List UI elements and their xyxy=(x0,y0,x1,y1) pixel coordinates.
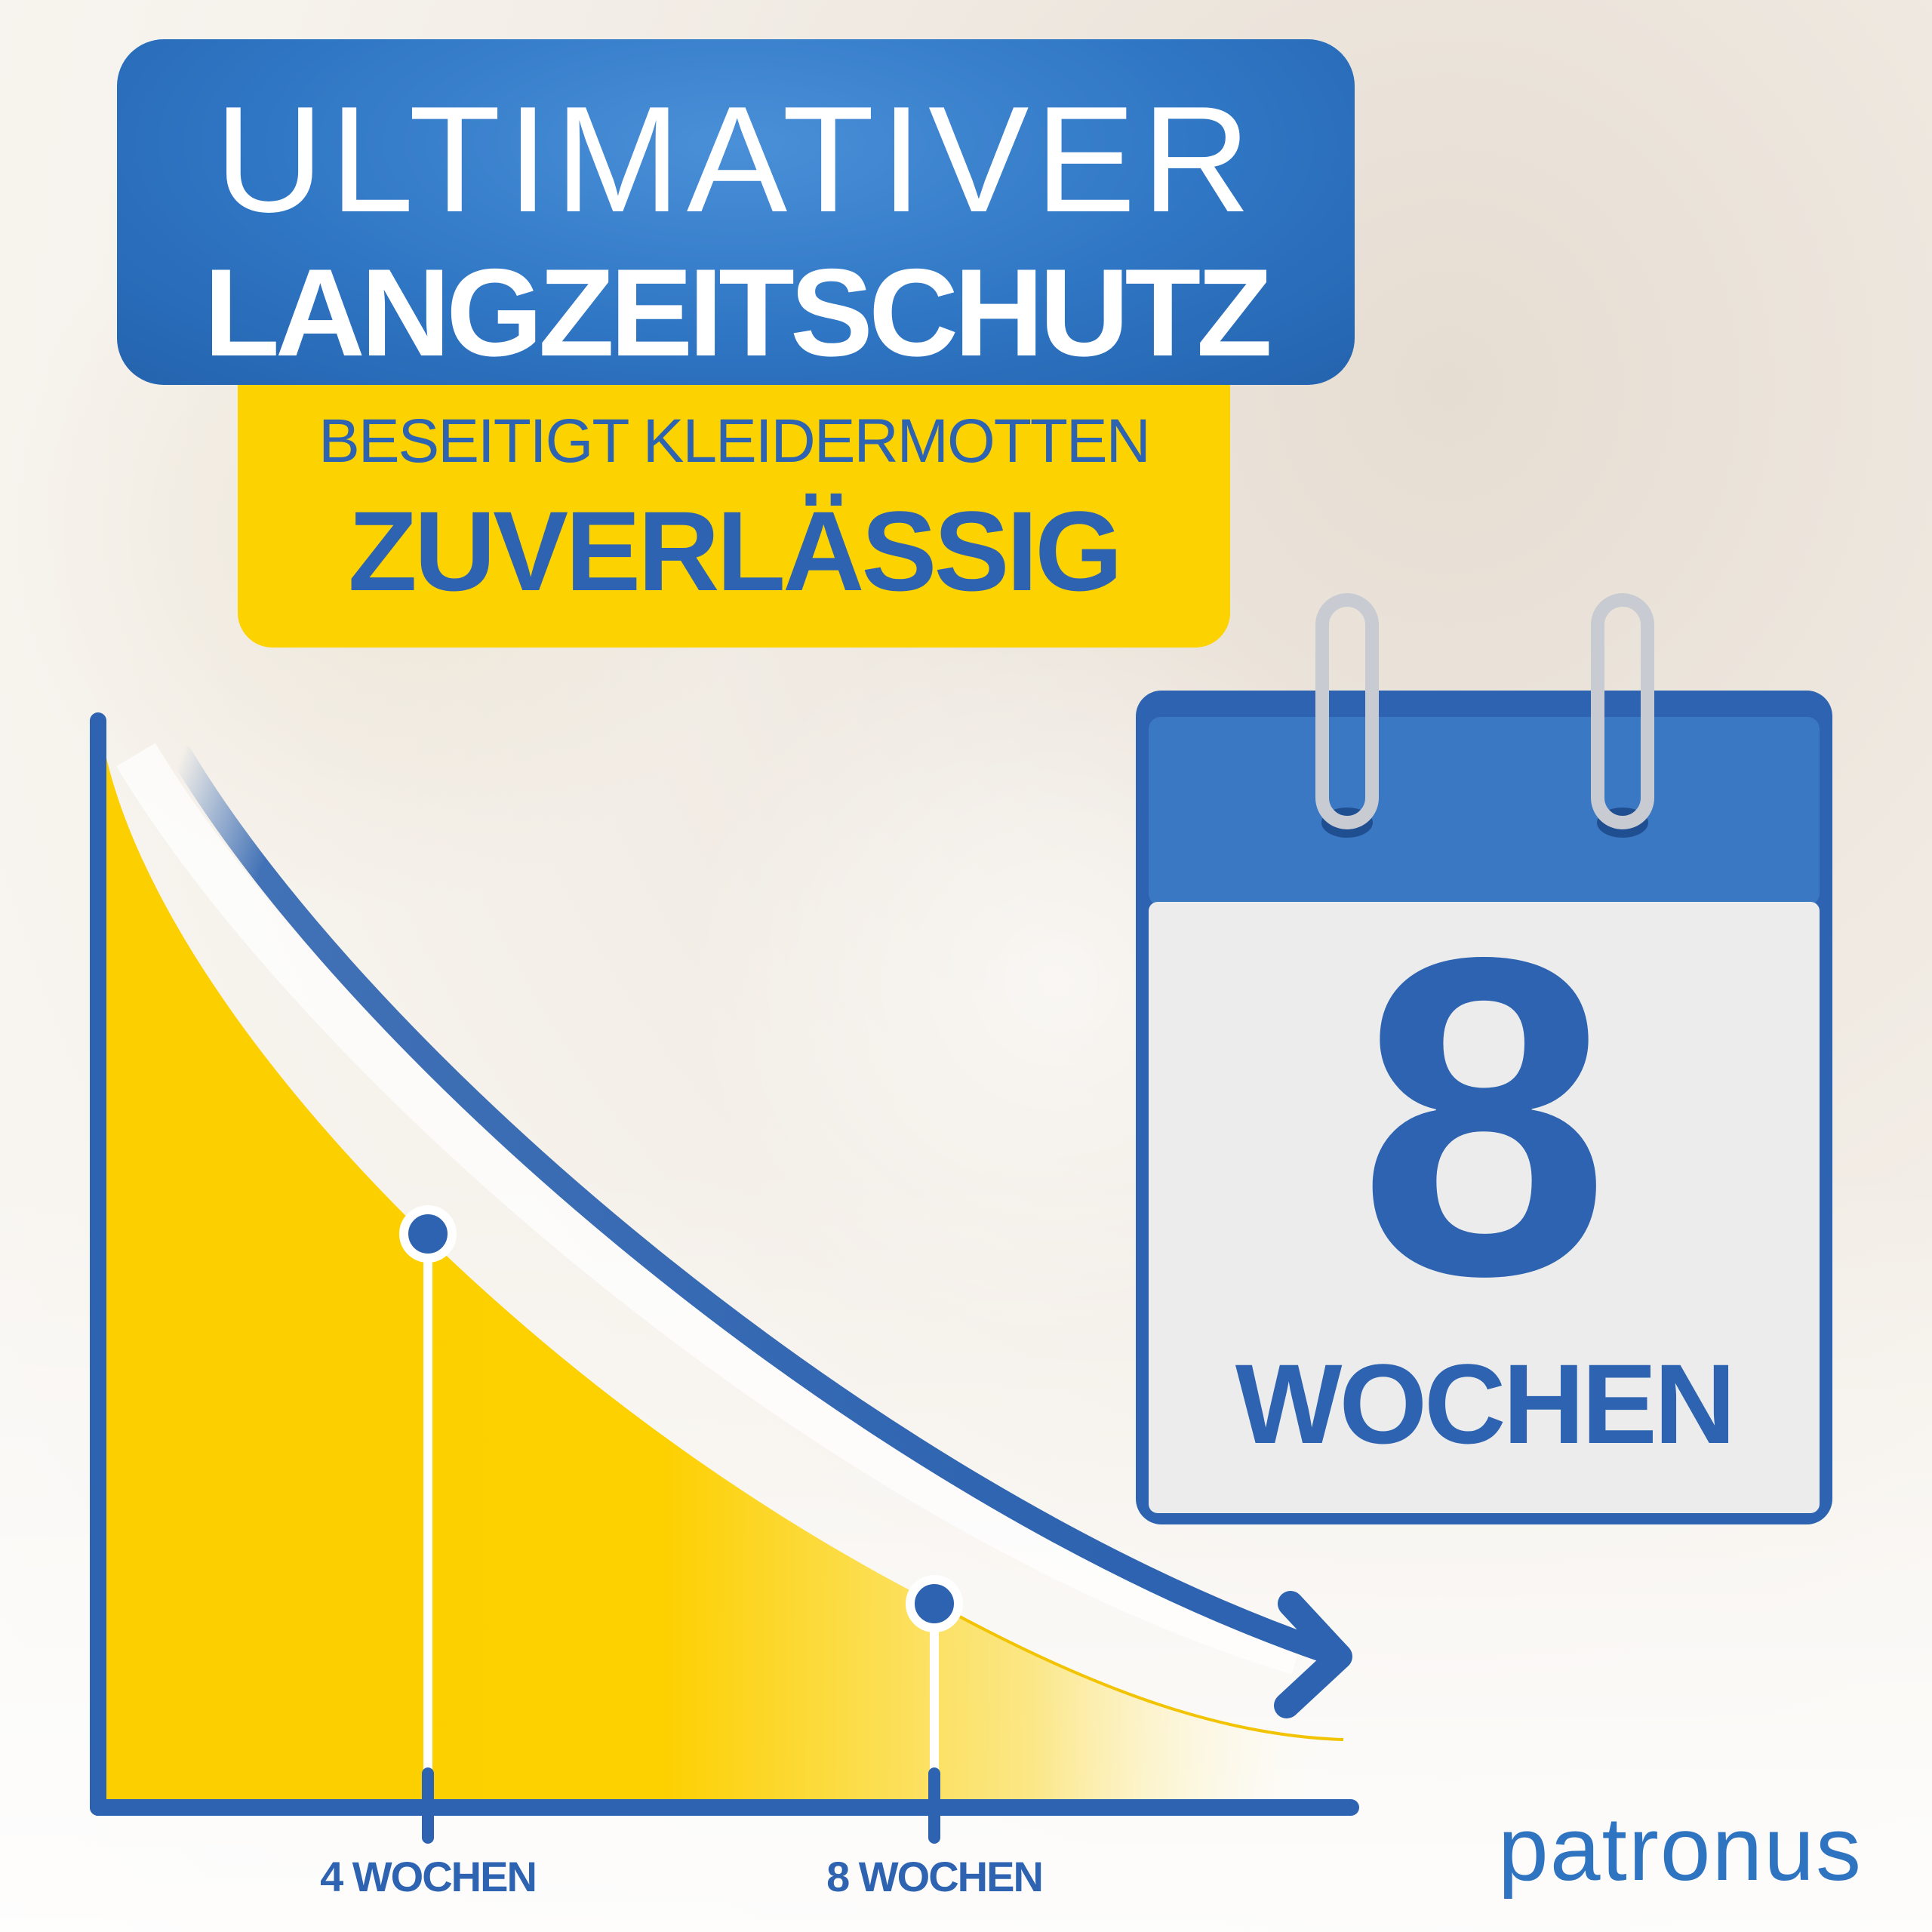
headline-banner: ULTIMATIVER LANGZEITSCHUTZ xyxy=(117,39,1355,385)
brand-logo: patronus xyxy=(1498,1800,1863,1898)
yellow-area xyxy=(106,755,1343,1807)
arrow-head-icon xyxy=(1274,1591,1352,1718)
x-label-8-weeks: 8 WOCHEN xyxy=(826,1853,1044,1900)
brand-name: patronus xyxy=(1498,1798,1863,1900)
calendar-ring-right xyxy=(1591,593,1654,838)
trend-arrow xyxy=(170,743,1340,1664)
calendar-ring-left xyxy=(1315,593,1379,838)
subheadline-box: BESEITIGT KLEIDERMOTTEN ZUVERLÄSSIG xyxy=(238,385,1230,648)
headline-line2: LANGZEITSCHUTZ xyxy=(203,243,1272,382)
calendar-unit: WOCHEN xyxy=(1235,1340,1736,1467)
white-glow-curve xyxy=(116,743,1305,1675)
x-label-4-weeks: 4 WOCHEN xyxy=(320,1853,537,1900)
calendar-number: 8 xyxy=(1358,864,1611,1370)
point-8-weeks xyxy=(906,1575,963,1632)
calendar-icon xyxy=(1136,593,1832,1524)
subheadline-line1: BESEITIGT KLEIDERMOTTEN xyxy=(318,407,1151,475)
subheadline-line2: ZUVERLÄSSIG xyxy=(348,488,1123,614)
headline-line1: ULTIMATIVER xyxy=(214,75,1257,244)
yellow-curve-line xyxy=(935,1602,1344,1741)
point-4-weeks xyxy=(399,1205,457,1263)
